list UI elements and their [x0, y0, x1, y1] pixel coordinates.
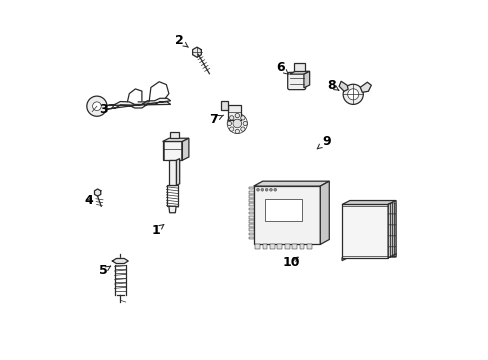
Text: 7: 7 — [209, 113, 223, 126]
Circle shape — [264, 188, 267, 191]
Bar — [249, 191, 253, 194]
Circle shape — [273, 188, 276, 191]
Polygon shape — [253, 181, 328, 186]
Bar — [249, 224, 253, 227]
Bar — [249, 220, 253, 223]
Text: 1: 1 — [152, 224, 163, 237]
Circle shape — [235, 113, 239, 118]
Bar — [306, 244, 311, 249]
Bar — [249, 199, 253, 202]
Polygon shape — [163, 138, 188, 141]
Text: 9: 9 — [317, 135, 330, 149]
Polygon shape — [387, 201, 395, 258]
Bar — [264, 199, 301, 221]
Bar — [170, 132, 179, 138]
Bar — [262, 244, 267, 249]
Polygon shape — [168, 206, 176, 213]
Bar — [249, 187, 253, 189]
Bar — [249, 228, 253, 231]
Circle shape — [256, 188, 259, 191]
Polygon shape — [112, 258, 128, 264]
Polygon shape — [342, 201, 395, 204]
Circle shape — [260, 188, 263, 191]
Text: 3: 3 — [99, 103, 114, 116]
Polygon shape — [94, 189, 101, 196]
Circle shape — [227, 121, 231, 126]
Bar — [167, 185, 178, 206]
Circle shape — [243, 121, 247, 126]
Polygon shape — [320, 181, 328, 244]
Text: 5: 5 — [99, 264, 110, 277]
Bar — [249, 212, 253, 215]
Circle shape — [240, 127, 244, 131]
Bar — [291, 244, 296, 249]
Bar — [249, 208, 253, 210]
Circle shape — [235, 129, 239, 134]
Bar — [163, 141, 182, 160]
Text: 2: 2 — [174, 34, 188, 47]
Text: 6: 6 — [276, 61, 287, 74]
Polygon shape — [360, 82, 370, 92]
Bar — [269, 244, 274, 249]
Circle shape — [240, 116, 244, 120]
Bar — [249, 237, 253, 239]
Bar — [255, 244, 260, 249]
Bar — [277, 244, 282, 249]
Bar — [249, 203, 253, 206]
Polygon shape — [182, 138, 188, 160]
Bar — [253, 186, 320, 244]
Circle shape — [232, 119, 241, 128]
Circle shape — [229, 127, 233, 131]
Circle shape — [87, 96, 107, 116]
Circle shape — [229, 116, 233, 120]
Polygon shape — [192, 47, 201, 57]
Bar — [342, 204, 387, 258]
Polygon shape — [303, 71, 309, 88]
Bar — [284, 244, 289, 249]
Polygon shape — [289, 71, 309, 74]
Bar — [168, 160, 176, 185]
Text: 4: 4 — [84, 194, 93, 207]
Polygon shape — [342, 254, 395, 261]
Polygon shape — [221, 101, 227, 110]
Bar — [227, 105, 241, 120]
Bar — [294, 63, 305, 71]
Circle shape — [343, 84, 363, 104]
Circle shape — [347, 89, 358, 100]
Circle shape — [269, 188, 272, 191]
Bar — [249, 233, 253, 235]
Polygon shape — [176, 158, 179, 185]
Bar — [249, 195, 253, 198]
Bar — [249, 216, 253, 219]
Circle shape — [92, 102, 101, 111]
Text: 10: 10 — [282, 256, 300, 269]
Polygon shape — [106, 98, 170, 109]
Bar — [299, 244, 304, 249]
FancyBboxPatch shape — [287, 72, 305, 90]
Polygon shape — [338, 81, 347, 91]
Text: 8: 8 — [326, 79, 338, 92]
